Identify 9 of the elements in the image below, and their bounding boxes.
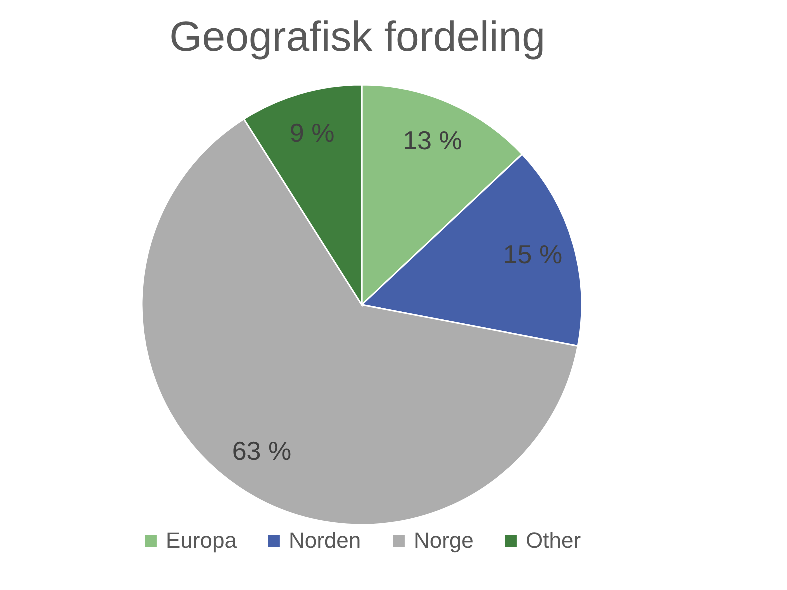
data-label: 13 % — [403, 126, 462, 156]
chart-title: Geografisk fordeling — [170, 13, 546, 60]
legend-label: Norden — [289, 528, 362, 553]
legend-label: Other — [526, 528, 582, 553]
legend-label: Europa — [166, 528, 238, 553]
data-label: 15 % — [503, 239, 563, 270]
legend-label: Norge — [414, 528, 474, 553]
data-label: 63 % — [232, 436, 292, 466]
data-label: 9 % — [290, 118, 335, 148]
